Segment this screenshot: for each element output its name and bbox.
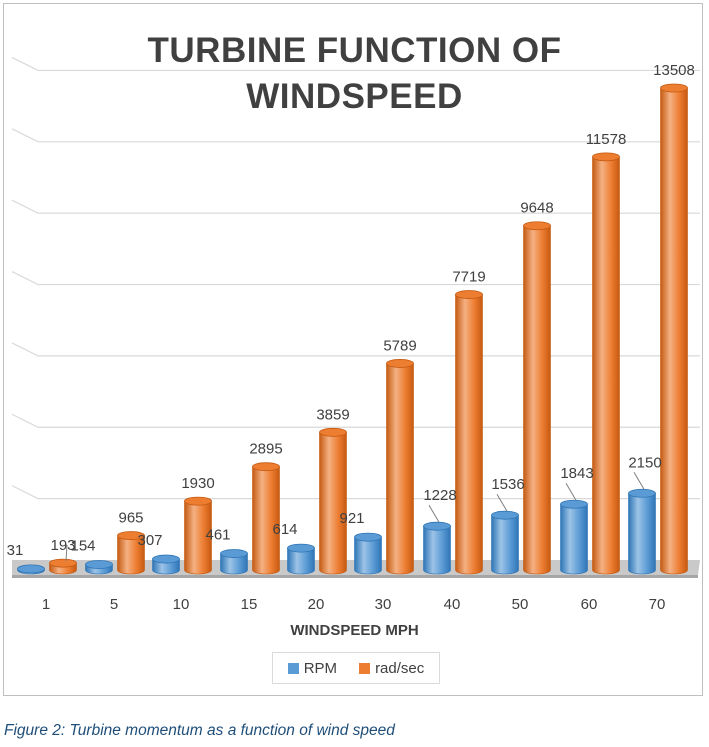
bar-top-rpm-50 — [491, 510, 519, 520]
x-tick-label: 40 — [444, 596, 461, 613]
chart-frame — [3, 3, 703, 696]
data-label-rad-sec: 7719 — [452, 269, 485, 286]
data-label-rpm: 1536 — [491, 476, 524, 493]
chart-legend: RPM rad/sec — [272, 652, 440, 684]
bar-rad-sec-50 — [523, 225, 551, 575]
bar-rpm-15 — [220, 553, 248, 575]
bar-rpm-20 — [287, 547, 315, 575]
bar-top-rpm-1 — [17, 564, 45, 574]
x-tick-label: 1 — [42, 596, 50, 613]
bar-top-rad-sec-15 — [252, 462, 280, 472]
x-tick-label: 50 — [512, 596, 529, 613]
data-label-rad-sec: 13508 — [653, 62, 695, 79]
legend-item-rad-sec: rad/sec — [359, 660, 424, 677]
gridline — [11, 128, 700, 143]
data-label-rpm: 307 — [137, 532, 162, 549]
bar-top-rpm-70 — [628, 488, 656, 498]
data-label-rpm: 461 — [205, 527, 230, 544]
bar-top-rad-sec-40 — [455, 290, 483, 299]
x-tick-label: 20 — [308, 596, 325, 613]
bar-top-rpm-5 — [85, 560, 113, 569]
bar-top-rad-sec-30 — [386, 359, 414, 368]
x-tick-label: 15 — [241, 596, 258, 613]
gridline — [11, 56, 700, 72]
chart-title: TURBINE FUNCTION OF WINDSPEED — [0, 28, 709, 120]
x-tick-label: 30 — [375, 596, 392, 613]
legend-item-rpm: RPM — [287, 659, 338, 677]
chart-title-line-1: TURBINE FUNCTION OF — [147, 31, 562, 70]
x-tick-label: 60 — [581, 596, 598, 613]
bar-top-rpm-15 — [220, 549, 248, 558]
bar-top-rad-sec-1 — [49, 558, 77, 568]
bar-rad-sec-30 — [386, 363, 414, 575]
gridline — [11, 271, 700, 286]
data-label-rpm: 614 — [272, 521, 297, 538]
data-label-rad-sec: 965 — [118, 510, 143, 527]
bar-rad-sec-70 — [660, 87, 688, 575]
leader-line — [565, 482, 577, 501]
chart-title-line-2: WINDSPEED — [246, 77, 463, 116]
legend-label-rpm: RPM — [303, 659, 338, 677]
data-label-rpm: 1228 — [423, 487, 456, 504]
bar-top-rad-sec-70 — [660, 83, 688, 93]
data-label-rad-sec: 3859 — [316, 406, 349, 423]
bar-rpm-60 — [560, 503, 588, 575]
bar-top-rad-sec-10 — [184, 496, 212, 506]
bar-top-rpm-30 — [354, 532, 382, 542]
bar-top-rpm-20 — [287, 543, 315, 553]
bar-rad-sec-5 — [117, 535, 145, 575]
bar-rad-sec-15 — [252, 466, 280, 575]
data-label-rad-sec: 2895 — [249, 441, 282, 458]
leader-line — [65, 544, 68, 562]
chart-floor-edge — [12, 575, 698, 578]
data-label-rpm: 1843 — [560, 465, 593, 482]
data-label-rpm: 31 — [7, 542, 24, 559]
data-label-rad-sec: 5789 — [383, 337, 416, 354]
bar-rad-sec-20 — [319, 432, 347, 575]
figure-caption: Figure 2: Turbine momentum as a function… — [4, 722, 395, 739]
x-tick-label: 10 — [173, 596, 190, 613]
data-label-rpm: 154 — [70, 538, 95, 555]
bar-top-rad-sec-50 — [523, 221, 551, 231]
bar-top-rpm-10 — [152, 554, 180, 564]
legend-label-rad-sec: rad/sec — [375, 659, 425, 677]
x-tick-label: 5 — [110, 596, 118, 613]
bar-top-rpm-40 — [423, 521, 451, 531]
legend-swatch-rad-sec — [359, 662, 371, 674]
data-label-rpm: 921 — [339, 510, 364, 527]
bar-top-rad-sec-60 — [592, 152, 620, 162]
x-tick-label: 70 — [649, 596, 666, 613]
legend-swatch-rpm — [287, 662, 299, 674]
data-label-rpm: 2150 — [628, 454, 661, 471]
gridline — [11, 199, 700, 214]
data-label-rad-sec: 11578 — [586, 131, 627, 148]
bar-rad-sec-40 — [455, 294, 483, 575]
bar-top-rad-sec-5 — [117, 531, 145, 540]
leader-line — [496, 493, 508, 512]
bar-top-rad-sec-20 — [319, 427, 347, 437]
data-label-rad-sec: 9648 — [520, 200, 553, 217]
data-label-rad-sec: 193 — [50, 537, 75, 554]
bar-rpm-50 — [491, 514, 519, 575]
bar-rad-sec-10 — [184, 500, 212, 575]
data-label-rad-sec: 1930 — [181, 475, 214, 492]
bar-rpm-30 — [354, 536, 382, 575]
bar-rad-sec-60 — [592, 156, 620, 575]
leader-line — [633, 472, 645, 490]
leader-line — [428, 504, 440, 523]
bar-top-rpm-60 — [560, 499, 588, 509]
bar-rpm-70 — [628, 492, 656, 575]
bar-rpm-40 — [423, 525, 451, 575]
x-axis-title: WINDSPEED MPH — [290, 622, 419, 639]
